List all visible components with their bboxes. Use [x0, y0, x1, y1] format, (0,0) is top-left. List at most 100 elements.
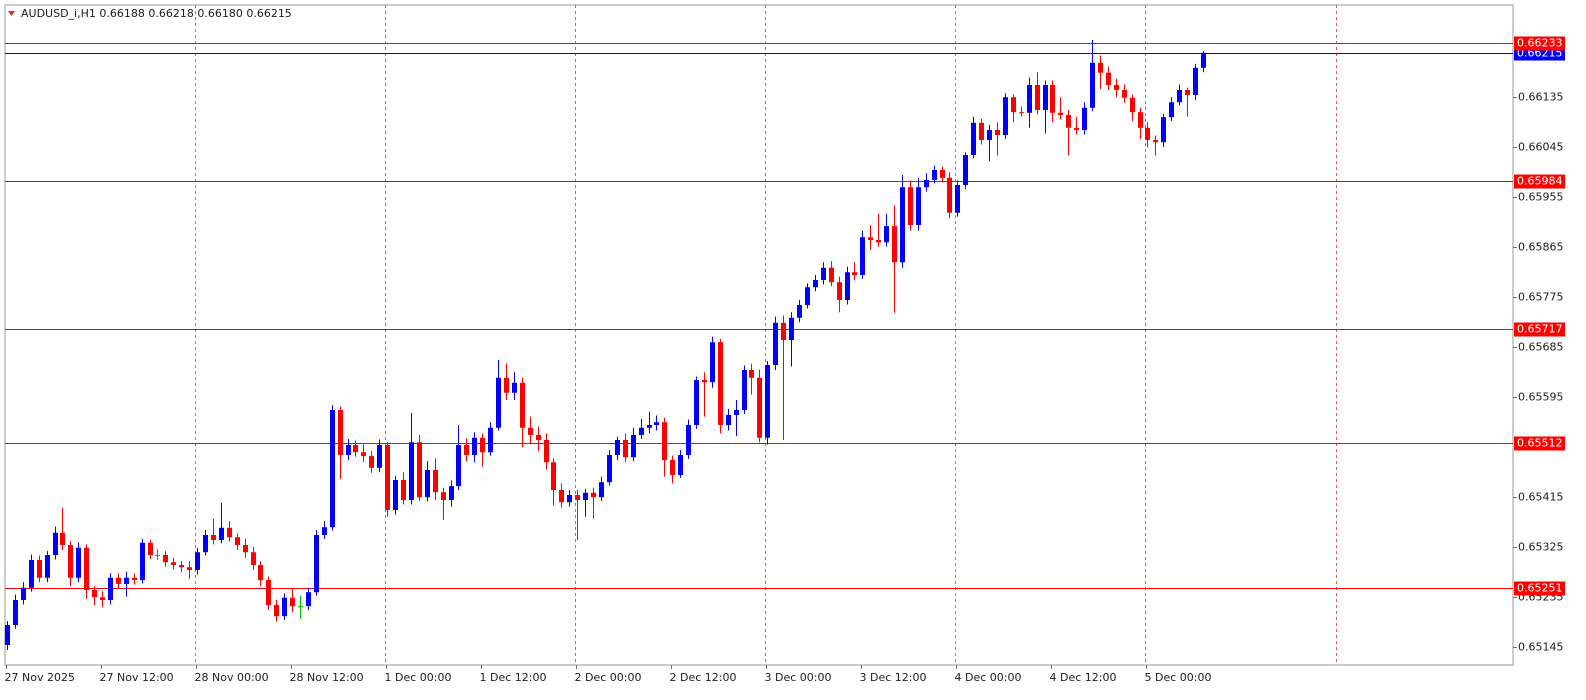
candle-body — [53, 532, 58, 555]
candle-body — [1043, 85, 1048, 110]
candle-body — [163, 555, 168, 563]
x-tick-label: 28 Nov 12:00 — [290, 671, 364, 684]
y-tick-label: 0.66135 — [1518, 91, 1564, 104]
candle-body — [21, 587, 26, 600]
x-tick-label: 1 Dec 00:00 — [385, 671, 452, 684]
candle-body — [45, 555, 50, 578]
candle-body — [662, 422, 667, 460]
candle-body — [520, 382, 525, 428]
candle-body — [702, 380, 707, 383]
candle-body — [235, 537, 240, 545]
y-tick-label: 0.65595 — [1518, 391, 1564, 404]
x-tick-label: 2 Dec 12:00 — [670, 671, 737, 684]
candle-body — [1066, 115, 1071, 128]
candle-body — [852, 272, 857, 275]
candle-body — [1035, 85, 1040, 110]
candle-body — [805, 287, 810, 305]
candle-body — [559, 490, 564, 503]
candle-body — [13, 600, 18, 625]
candle-body — [797, 305, 802, 318]
candle-body — [29, 560, 34, 588]
level-label: 0.65984 — [1517, 175, 1563, 188]
y-tick-label: 0.65685 — [1518, 341, 1564, 354]
candle-body — [5, 625, 10, 645]
x-tick-label: 27 Nov 2025 — [5, 671, 75, 684]
candle-body — [243, 545, 248, 553]
candle-body — [330, 410, 335, 528]
candle-body — [845, 272, 850, 300]
candle-body — [306, 592, 311, 607]
candle-body — [654, 422, 659, 425]
candle-body — [940, 170, 945, 178]
grid-layer — [195, 5, 1337, 665]
candle-body — [417, 442, 422, 498]
candle-body — [536, 435, 541, 440]
level-label-box — [1514, 581, 1565, 596]
candle-body — [686, 425, 691, 455]
candle-body — [385, 445, 390, 510]
candle-body — [924, 180, 929, 188]
candle-body — [108, 577, 113, 600]
candle-body — [171, 562, 176, 565]
candle-body — [155, 555, 160, 556]
candle-body — [1130, 97, 1135, 113]
candle-body — [1161, 117, 1166, 143]
y-tick-label: 0.65415 — [1518, 491, 1564, 504]
candle-body — [433, 470, 438, 493]
candle-body — [409, 442, 414, 500]
chart-title: AUDUSD_i,H1 0.66188 0.66218 0.66180 0.66… — [21, 7, 292, 20]
candle-body — [718, 342, 723, 425]
candle-body — [322, 527, 327, 535]
x-tick-label: 2 Dec 00:00 — [575, 671, 642, 684]
candle-body — [369, 456, 374, 468]
candle-body — [1145, 127, 1150, 140]
candle-body — [821, 267, 826, 280]
y-tick-label: 0.66045 — [1518, 141, 1564, 154]
candle-body — [92, 590, 97, 598]
candle-body — [361, 452, 366, 457]
candle-body — [124, 577, 129, 584]
level-layer — [5, 43, 1513, 589]
candle-body — [615, 440, 620, 455]
candle-body — [290, 597, 295, 607]
candle-body — [647, 425, 652, 428]
x-tick-label: 3 Dec 00:00 — [765, 671, 832, 684]
x-tick-label: 3 Dec 12:00 — [860, 671, 927, 684]
candle-body — [694, 380, 699, 425]
candle-body — [282, 597, 287, 617]
label-layer: 0.662150.662330.659840.657170.655120.652… — [1514, 36, 1565, 596]
x-tick-label: 5 Dec 00:00 — [1145, 671, 1212, 684]
candle-body — [504, 377, 509, 393]
candle-body — [1138, 112, 1143, 128]
candle-body — [1114, 85, 1119, 90]
candle-body — [639, 427, 644, 435]
candle-body — [472, 437, 477, 455]
candle-body — [765, 365, 770, 438]
candle-body — [860, 237, 865, 275]
candle-body — [742, 370, 747, 410]
candle-body — [1201, 52, 1206, 68]
candle-body — [1058, 112, 1063, 115]
y-tick-label: 0.65145 — [1518, 641, 1564, 654]
candle-body — [195, 552, 200, 570]
candle-body — [480, 437, 485, 453]
candle-body — [76, 547, 81, 578]
candle-body — [148, 542, 153, 555]
y-tick-label: 0.65955 — [1518, 191, 1564, 204]
candle-body — [377, 445, 382, 468]
candle-body — [84, 547, 89, 590]
candle-body — [187, 567, 192, 570]
y-tick-label: 0.65865 — [1518, 241, 1564, 254]
candle-body — [1082, 107, 1087, 130]
candle-body — [100, 597, 105, 600]
candle-body — [726, 415, 731, 425]
candle-body — [488, 427, 493, 453]
candle-body — [678, 455, 683, 475]
candle-body — [1122, 90, 1127, 98]
candle-body — [528, 427, 533, 435]
level-label: 0.65512 — [1517, 437, 1563, 450]
candle-body — [607, 455, 612, 483]
candle-body — [670, 460, 675, 475]
candle-body — [575, 495, 580, 500]
candle-body — [734, 410, 739, 415]
